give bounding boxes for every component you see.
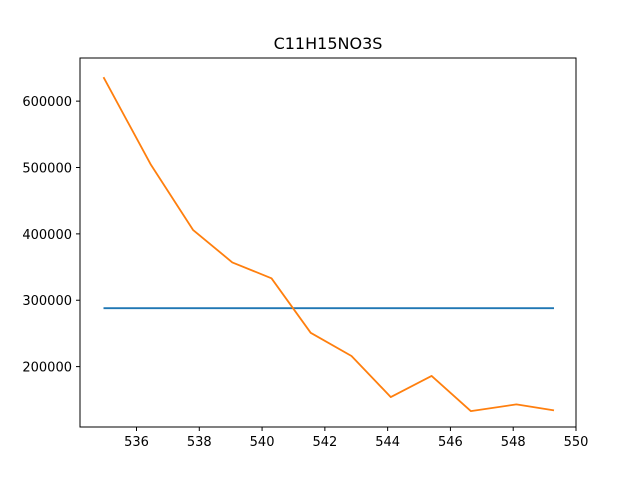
plot-frame — [79, 57, 577, 428]
x-tick-label: 536 — [124, 435, 149, 450]
x-tick-label: 542 — [312, 435, 337, 450]
y-tick-label: 300000 — [22, 294, 72, 309]
x-tick-label: 548 — [501, 435, 526, 450]
y-tick-label: 600000 — [22, 95, 72, 110]
y-tick-label: 400000 — [22, 228, 72, 243]
x-tick-label: 546 — [438, 435, 463, 450]
x-axis: 536 538 540 542 544 546 548 550 — [124, 427, 588, 450]
y-tick-label: 200000 — [22, 361, 72, 376]
chart-title: C11H15NO3S — [274, 34, 383, 53]
series-2-line — [102, 76, 555, 413]
y-tick-label: 500000 — [22, 162, 72, 177]
x-tick-label: 540 — [250, 435, 275, 450]
x-tick-label: 538 — [187, 435, 212, 450]
x-tick-label: 544 — [375, 435, 400, 450]
x-tick-label: 550 — [564, 435, 589, 450]
series-layer — [102, 76, 555, 413]
y-axis: 200000 300000 400000 500000 600000 — [22, 95, 80, 376]
